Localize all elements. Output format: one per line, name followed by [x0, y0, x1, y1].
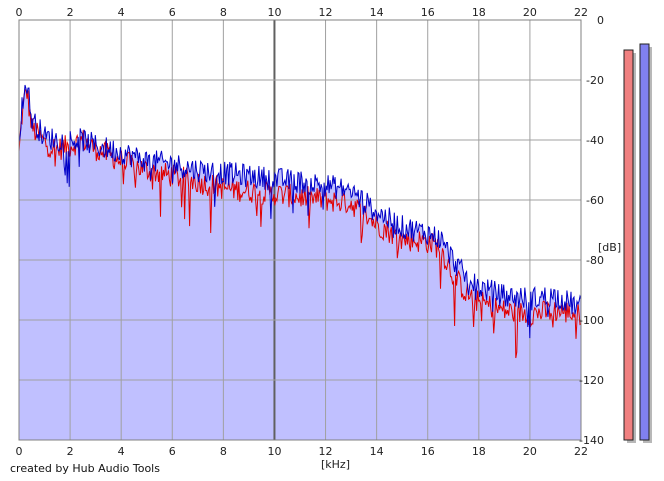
- x-tick-label-bottom: 2: [67, 445, 74, 458]
- x-tick-label-top: 14: [370, 6, 384, 19]
- x-tick-label-bottom: 10: [267, 445, 281, 458]
- x-tick-label-bottom: 8: [220, 445, 227, 458]
- y-tick-label: 0: [597, 14, 604, 27]
- series-layer: [18, 84, 582, 359]
- x-tick-label-bottom: 22: [574, 445, 588, 458]
- x-tick-label-top: 6: [169, 6, 176, 19]
- x-tick-label-bottom: 12: [319, 445, 333, 458]
- y-tick-label: -140: [579, 434, 604, 447]
- x-tick-label-top: 18: [472, 6, 486, 19]
- y-tick-label: -40: [586, 134, 604, 147]
- x-tick-label-bottom: 4: [118, 445, 125, 458]
- x-tick-label-top: 4: [118, 6, 125, 19]
- y-tick-label: -20: [586, 74, 604, 87]
- credit-text: created by Hub Audio Tools: [10, 462, 160, 475]
- series-line-2: [18, 84, 582, 339]
- x-tick-label-bottom: 16: [421, 445, 435, 458]
- x-tick-label-bottom: 14: [370, 445, 384, 458]
- x-tick-label-top: 10: [267, 6, 281, 19]
- y-tick-label: -60: [586, 194, 604, 207]
- x-tick-label-bottom: 20: [523, 445, 537, 458]
- plot-frame: [18, 19, 582, 441]
- x-tick-label-top: 16: [421, 6, 435, 19]
- x-tick-label-top: 20: [523, 6, 537, 19]
- x-tick-label-top: 8: [220, 6, 227, 19]
- x-tick-label-top: 22: [574, 6, 588, 19]
- y-tick-label: -120: [579, 374, 604, 387]
- x-tick-label-bottom: 6: [169, 445, 176, 458]
- x-axis-label: [kHz]: [321, 458, 350, 471]
- x-tick-label-top: 0: [16, 6, 23, 19]
- x-tick-label-bottom: 18: [472, 445, 486, 458]
- x-tick-label-top: 12: [319, 6, 333, 19]
- y-axis-label: [dB]: [598, 241, 621, 254]
- level-meter-layer: [623, 43, 652, 443]
- y-tick-label: -100: [579, 314, 604, 327]
- level-meter-bar-1: [623, 49, 634, 441]
- x-tick-label-top: 2: [67, 6, 74, 19]
- level-meter-bar-2: [639, 43, 650, 441]
- x-tick-label-bottom: 0: [16, 445, 23, 458]
- y-tick-label: -80: [586, 254, 604, 267]
- tick-label-layer: 002244668810101212141416161818202022220-…: [16, 6, 605, 458]
